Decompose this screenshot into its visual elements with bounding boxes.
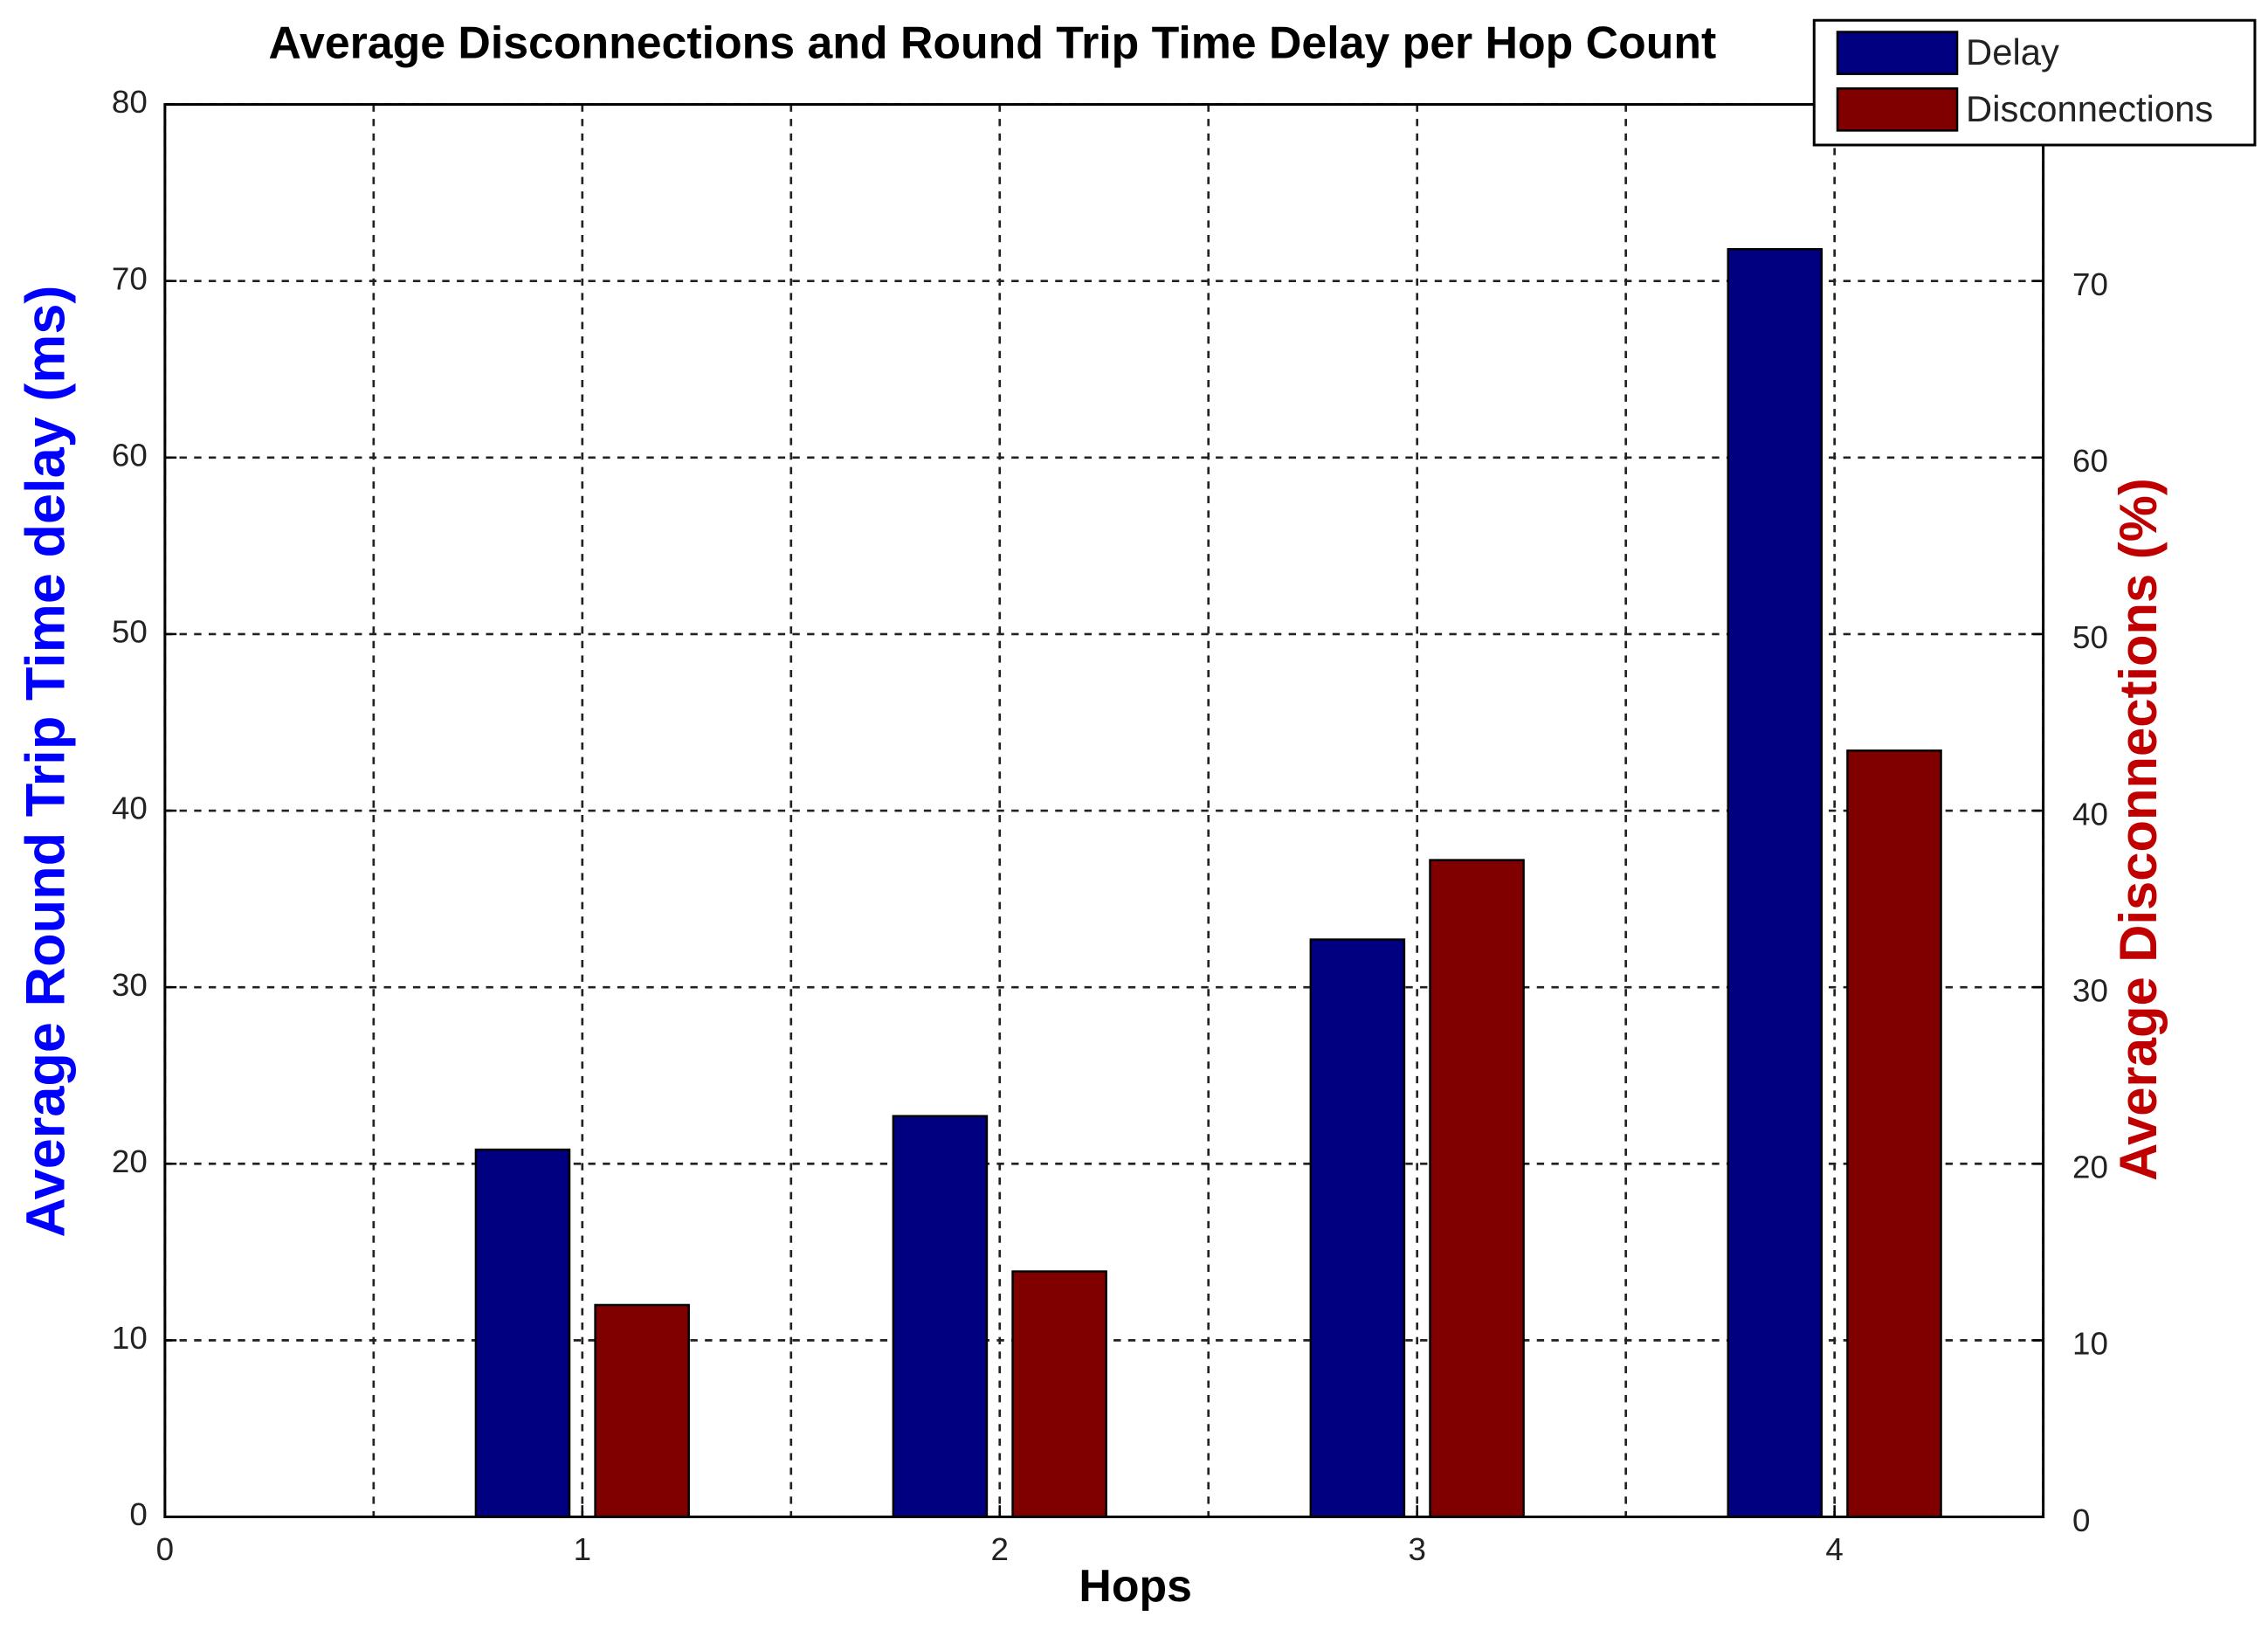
chart-title: Average Disconnections and Round Trip Ti… xyxy=(269,17,1717,68)
legend-swatch xyxy=(1836,31,1959,75)
y-tick-label: 20 xyxy=(112,1143,148,1179)
x-tick-label: 3 xyxy=(1408,1531,1425,1567)
x-axis-label: Hops xyxy=(1079,1560,1191,1611)
x-tick-label: 0 xyxy=(156,1531,174,1567)
y2-tick-label: 30 xyxy=(2072,973,2108,1009)
legend-label: Disconnections xyxy=(1966,88,2213,129)
y2-tick-label: 60 xyxy=(2072,443,2108,479)
bar xyxy=(474,1148,571,1518)
y2-tick-label: 0 xyxy=(2072,1502,2090,1538)
y-tick-label: 70 xyxy=(112,260,148,296)
y-tick-label: 60 xyxy=(112,438,148,473)
y-tick-label: 10 xyxy=(112,1320,148,1356)
bar xyxy=(1727,248,1823,1518)
y-axis-label: Average Round Trip Time delay (ms) xyxy=(15,286,76,1238)
y2-axis-label: Average Disconnections (%) xyxy=(2109,478,2168,1181)
y2-tick-label: 20 xyxy=(2072,1150,2108,1185)
x-tick-label: 4 xyxy=(1825,1531,1843,1567)
legend-label: Delay xyxy=(1966,31,2059,73)
y-tick-label: 40 xyxy=(112,791,148,826)
y2-tick-label: 40 xyxy=(2072,796,2108,832)
y-tick-label: 80 xyxy=(112,84,148,120)
bar xyxy=(1011,1270,1107,1518)
bar xyxy=(594,1303,690,1518)
bar xyxy=(1309,938,1406,1518)
y2-tick-label: 10 xyxy=(2072,1326,2108,1362)
y-tick-label: 50 xyxy=(112,614,148,650)
y-tick-label: 30 xyxy=(112,967,148,1003)
bar xyxy=(1429,859,1525,1518)
y-tick-label: 0 xyxy=(129,1496,147,1532)
y2-tick-label: 50 xyxy=(2072,619,2108,655)
y2-tick-label: 70 xyxy=(2072,266,2108,302)
bar xyxy=(892,1115,989,1518)
bar xyxy=(1846,749,1942,1518)
x-tick-label: 2 xyxy=(991,1531,1009,1567)
x-tick-label: 1 xyxy=(574,1531,591,1567)
plot-frame xyxy=(163,103,2045,1519)
legend-swatch xyxy=(1836,87,1959,132)
